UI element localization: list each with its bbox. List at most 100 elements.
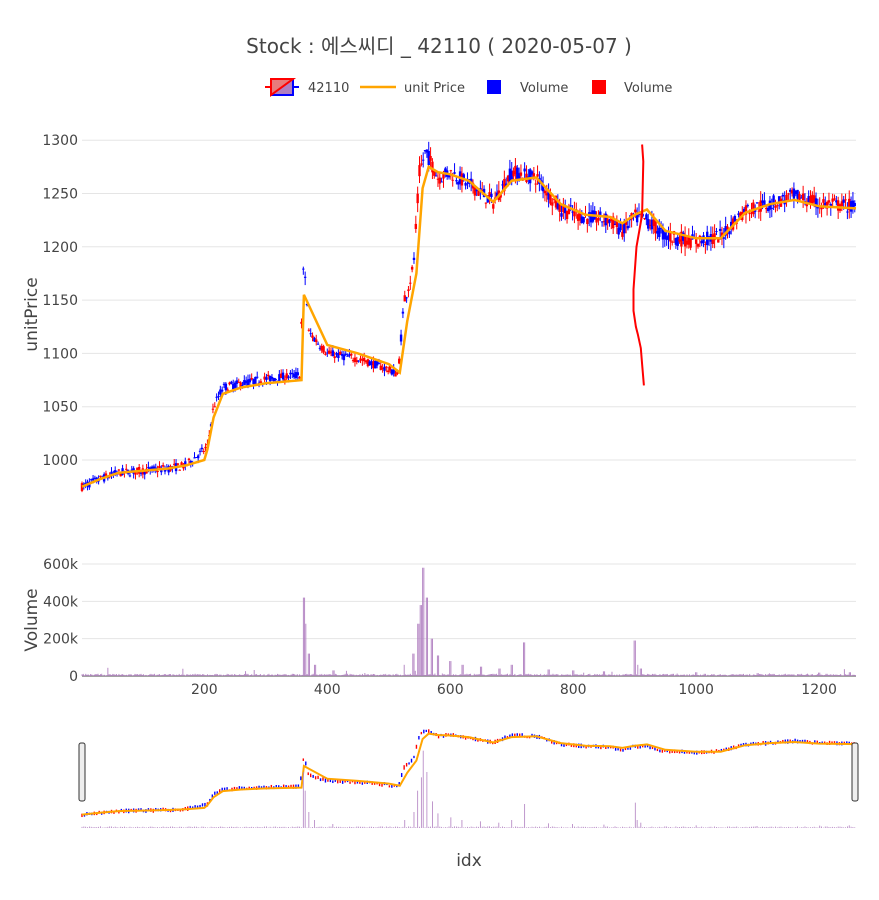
range-slider[interactable] [78, 716, 859, 828]
volume-bar [648, 674, 650, 676]
volume-bar [209, 674, 211, 676]
volume-bar [423, 567, 425, 676]
volume-bar [713, 674, 715, 676]
volume-bar [413, 653, 415, 676]
volume-bar [783, 674, 785, 676]
range-slider-left-handle[interactable] [78, 742, 86, 802]
candle-body [528, 169, 532, 184]
volume-bar [184, 675, 186, 676]
candle-body [250, 377, 253, 380]
volume-bar [327, 674, 329, 676]
volume-bar [525, 673, 527, 676]
price-candles[interactable] [80, 141, 856, 493]
volume-bar [814, 675, 816, 676]
volume-bar [616, 674, 618, 676]
legend: 42110 unit Price Volume Volume [265, 78, 672, 97]
candle-body [748, 213, 751, 215]
volume-bar [369, 675, 371, 676]
volume-bar [417, 623, 419, 676]
volume-bar [451, 675, 453, 676]
volume-bar [202, 674, 203, 676]
volume-bar [306, 674, 308, 676]
candle-body [193, 457, 196, 459]
volume-bar [418, 623, 420, 676]
candle-body [198, 450, 202, 452]
volume-bar [493, 673, 495, 676]
volume-bar [470, 673, 472, 676]
volume-bar [349, 673, 351, 676]
volume-bar [279, 674, 281, 676]
candle-body [204, 446, 207, 449]
candle-body [309, 333, 312, 335]
volume-bar [494, 674, 496, 676]
candle-body [113, 470, 117, 475]
volume-bar [550, 674, 551, 676]
candle-body [433, 170, 436, 176]
volume-bar [326, 674, 328, 676]
candle-body [390, 369, 394, 375]
volume-bar [691, 674, 693, 676]
volume-bar [797, 674, 799, 676]
volume-bar [839, 674, 840, 676]
volume-bar [760, 673, 762, 676]
volume-bar [194, 673, 196, 676]
volume-bar [422, 567, 424, 676]
candle-body [835, 200, 838, 203]
volume-bar [652, 673, 654, 676]
volume-bar [727, 675, 729, 676]
volume-bar [561, 674, 563, 676]
volume-bar [138, 674, 140, 676]
range-slider-right-handle[interactable] [851, 742, 859, 802]
volume-bar [412, 653, 414, 676]
volume-bar [106, 675, 108, 676]
candle-body [156, 471, 159, 473]
volume-bar [204, 675, 206, 676]
volume-bar [311, 674, 313, 676]
volume-bar [429, 674, 431, 676]
volume-bars[interactable] [81, 567, 856, 676]
volume-bar [208, 675, 210, 676]
candle-body [285, 373, 288, 379]
volume-bar [804, 674, 806, 676]
candle-body [346, 355, 349, 357]
legend-item-candle[interactable]: 42110 [265, 78, 349, 97]
legend-item-volume-red[interactable]: Volume [592, 80, 672, 96]
candle-body [392, 369, 395, 374]
volume-bar [278, 674, 280, 676]
volume-bar [387, 674, 389, 676]
volume-bar [455, 674, 457, 676]
candle-body [634, 209, 637, 213]
candle-body [602, 221, 606, 223]
legend-item-unit-price[interactable]: unit Price [360, 81, 465, 96]
volume-bar [333, 670, 335, 676]
volume-bar [226, 673, 228, 676]
volume-bar [97, 673, 99, 676]
candle-body [772, 195, 775, 206]
volume-bar [623, 674, 625, 676]
volume-bar [486, 675, 488, 676]
volume-bar [193, 674, 195, 676]
volume-bar [799, 674, 801, 676]
legend-item-volume-blue[interactable]: Volume [487, 80, 568, 96]
volume-bar [530, 673, 532, 676]
candle-body [503, 178, 506, 192]
volume-bar [318, 674, 320, 676]
candle-body [125, 468, 128, 470]
candle-body [355, 360, 359, 363]
x-tick-label: 200 [191, 682, 218, 698]
candle-body [606, 218, 609, 224]
unit-price-line[interactable] [81, 164, 857, 488]
volume-bar [414, 670, 416, 676]
volume-bar [492, 673, 494, 676]
volume-bar [853, 674, 855, 676]
candle-body [669, 232, 672, 242]
candle-body [680, 231, 683, 247]
candle-body [506, 175, 510, 182]
candle-body [752, 202, 755, 215]
candle-body [733, 215, 737, 222]
candle-body [421, 159, 425, 161]
volume-bar [87, 674, 89, 676]
volume-bar [582, 674, 583, 676]
volume-bar [144, 675, 146, 676]
volume-bar [638, 675, 640, 676]
